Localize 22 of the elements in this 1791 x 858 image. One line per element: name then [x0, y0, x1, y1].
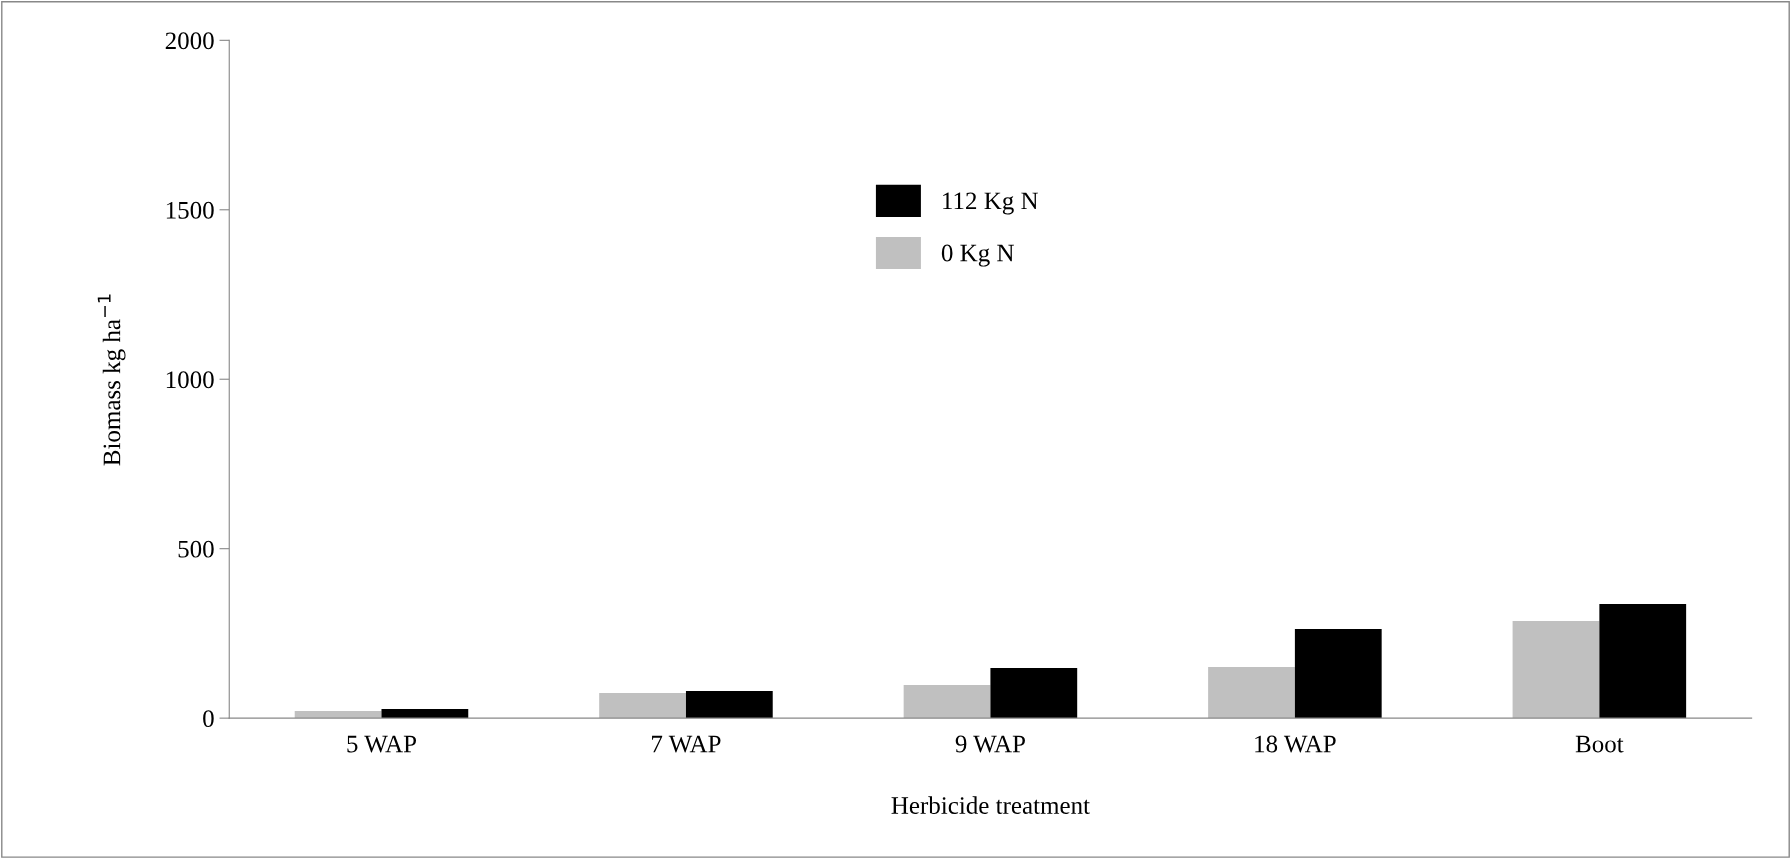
y-tick-label: 2000	[165, 32, 214, 50]
bar	[990, 667, 1078, 719]
y-tick-label: 500	[178, 540, 214, 558]
x-axis-title: Herbicide treatment	[891, 796, 1090, 814]
legend-label: 0 Kg N	[941, 244, 1014, 267]
x-tick-label: 5 WAP	[347, 735, 417, 753]
bar	[1294, 629, 1382, 719]
y-tick-label: 0	[203, 710, 214, 728]
legend-label: 112 Kg N	[943, 192, 1039, 215]
x-tick-label: 18 WAP	[1255, 735, 1336, 753]
x-tick-label: 7 WAP	[652, 735, 721, 753]
x-tick-label: Boot	[1575, 735, 1624, 753]
bar	[685, 691, 773, 719]
bar	[1208, 666, 1295, 719]
y-axis-title: Biomass kg ha$^{−1}$	[97, 294, 126, 466]
x-tick-label: 9 WAP	[955, 735, 1025, 753]
bar	[903, 684, 991, 719]
bar	[599, 693, 686, 719]
bar	[1599, 603, 1687, 719]
y-tick-label: 1000	[166, 371, 214, 389]
y-tick-label: 1500	[166, 201, 214, 219]
bar	[1512, 620, 1600, 719]
